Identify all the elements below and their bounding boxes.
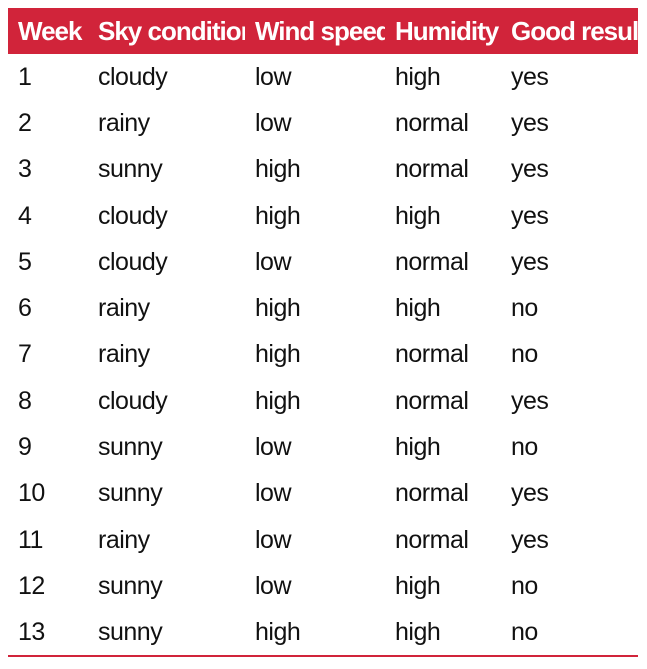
column-header-good-result: Good result — [511, 15, 638, 46]
cell-humidity: high — [395, 571, 441, 600]
table-row: 4 cloudy high high yes — [8, 193, 638, 239]
cell-good-result: yes — [511, 201, 549, 230]
cell-humidity: high — [395, 294, 441, 323]
table-header: Week Sky condition Wind speed Humidity G… — [8, 8, 638, 54]
table-row: 10 sunny low normal yes — [8, 471, 638, 517]
cell-wind-speed: low — [255, 525, 292, 554]
cell-good-result: yes — [511, 479, 549, 508]
table-row: 13 sunny high high no — [8, 610, 638, 656]
cell-humidity: normal — [395, 340, 469, 369]
cell-week: 13 — [18, 618, 45, 647]
column-header-wind-speed: Wind speed — [255, 15, 385, 46]
cell-good-result: yes — [511, 386, 549, 415]
cell-week: 11 — [18, 525, 43, 554]
cell-good-result: no — [511, 433, 538, 462]
column-header-week: Week — [18, 15, 82, 46]
cell-sky-condition: sunny — [98, 479, 163, 508]
cell-humidity: normal — [395, 386, 469, 415]
table-row: 11 rainy low normal yes — [8, 517, 638, 563]
cell-good-result: no — [511, 618, 538, 647]
table-row: 2 rainy low normal yes — [8, 100, 638, 146]
cell-week: 1 — [18, 62, 32, 91]
cell-humidity: normal — [395, 108, 469, 137]
cell-sky-condition: rainy — [98, 525, 150, 554]
cell-week: 2 — [18, 108, 32, 137]
cell-humidity: normal — [395, 479, 469, 508]
cell-wind-speed: high — [255, 386, 301, 415]
cell-sky-condition: rainy — [98, 108, 150, 137]
cell-sky-condition: cloudy — [98, 247, 168, 276]
table-body: 1 cloudy low high yes 2 rainy low normal yes 3 sunn… — [8, 54, 638, 656]
table-row: 6 rainy high high no — [8, 285, 638, 331]
cell-week: 4 — [18, 201, 32, 230]
cell-sky-condition: cloudy — [98, 386, 168, 415]
column-header-sky-condition: Sky condition — [98, 15, 245, 46]
cell-week: 8 — [18, 386, 32, 415]
column-header-humidity: Humidity — [395, 15, 499, 46]
cell-humidity: high — [395, 433, 441, 462]
cell-week: 12 — [18, 571, 45, 600]
cell-sky-condition: sunny — [98, 571, 163, 600]
cell-sky-condition: sunny — [98, 433, 163, 462]
cell-sky-condition: cloudy — [98, 62, 168, 91]
cell-wind-speed: low — [255, 571, 292, 600]
cell-wind-speed: high — [255, 201, 301, 230]
cell-wind-speed: high — [255, 155, 301, 184]
cell-humidity: high — [395, 618, 441, 647]
cell-humidity: normal — [395, 155, 469, 184]
cell-humidity: high — [395, 201, 441, 230]
cell-wind-speed: low — [255, 108, 292, 137]
cell-good-result: yes — [511, 108, 549, 137]
cell-sky-condition: sunny — [98, 155, 163, 184]
cell-humidity: normal — [395, 525, 469, 554]
cell-sky-condition: cloudy — [98, 201, 168, 230]
cell-week: 7 — [18, 340, 32, 369]
table-bottom-rule — [8, 655, 638, 657]
cell-humidity: normal — [395, 247, 469, 276]
cell-good-result: yes — [511, 155, 549, 184]
cell-sky-condition: rainy — [98, 340, 150, 369]
cell-good-result: no — [511, 294, 538, 323]
cell-wind-speed: low — [255, 479, 292, 508]
cell-wind-speed: low — [255, 247, 292, 276]
cell-wind-speed: high — [255, 340, 301, 369]
table-row: 8 cloudy high normal yes — [8, 378, 638, 424]
cell-week: 5 — [18, 247, 32, 276]
table-row: 5 cloudy low normal yes — [8, 239, 638, 285]
cell-wind-speed: high — [255, 294, 301, 323]
cell-good-result: yes — [511, 525, 549, 554]
cell-week: 3 — [18, 155, 32, 184]
cell-week: 6 — [18, 294, 32, 323]
header-row: Week Sky condition Wind speed Humidity G… — [8, 8, 638, 54]
cell-humidity: high — [395, 62, 441, 91]
weather-table-container: Week Sky condition Wind speed Humidity G… — [8, 8, 638, 656]
cell-good-result: no — [511, 340, 538, 369]
table-row: 12 sunny low high no — [8, 563, 638, 609]
weather-results-table: Week Sky condition Wind speed Humidity G… — [8, 8, 638, 656]
cell-week: 9 — [18, 433, 32, 462]
cell-wind-speed: low — [255, 62, 292, 91]
table-row: 7 rainy high normal no — [8, 332, 638, 378]
table-row: 1 cloudy low high yes — [8, 54, 638, 100]
table-row: 9 sunny low high no — [8, 424, 638, 470]
cell-wind-speed: low — [255, 433, 292, 462]
cell-sky-condition: sunny — [98, 618, 163, 647]
cell-good-result: no — [511, 571, 538, 600]
cell-wind-speed: high — [255, 618, 301, 647]
cell-week: 10 — [18, 479, 45, 508]
cell-good-result: yes — [511, 62, 549, 91]
cell-good-result: yes — [511, 247, 549, 276]
table-row: 3 sunny high normal yes — [8, 147, 638, 193]
cell-sky-condition: rainy — [98, 294, 150, 323]
